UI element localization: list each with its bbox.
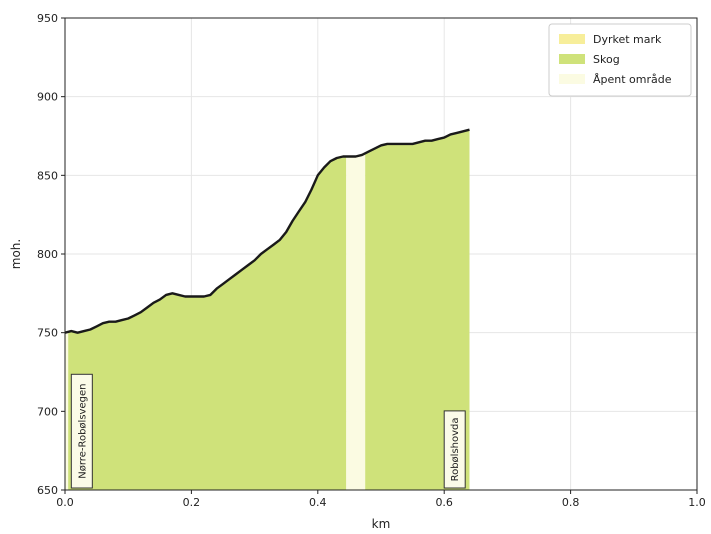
land-cover-area <box>68 156 347 490</box>
x-tick-label: 1.0 <box>688 496 706 509</box>
y-tick-label: 900 <box>37 91 58 104</box>
x-axis-label: km <box>372 517 391 531</box>
legend-swatch <box>559 54 585 64</box>
land-cover-area <box>65 331 69 490</box>
y-tick-label: 800 <box>37 248 58 261</box>
place-label: Nørre-Robølsvegen <box>70 373 93 489</box>
place-label-text: Nørre-Robølsvegen <box>77 384 88 479</box>
place-label-text: Robølshovda <box>450 417 461 481</box>
x-tick-label: 0.8 <box>562 496 580 509</box>
y-tick-label: 950 <box>37 12 58 25</box>
land-cover-area <box>365 129 470 490</box>
legend-swatch <box>559 74 585 84</box>
y-tick-label: 650 <box>37 484 58 497</box>
y-tick-label: 750 <box>37 327 58 340</box>
y-tick-label: 700 <box>37 405 58 418</box>
y-tick-label: 850 <box>37 169 58 182</box>
legend-label: Dyrket mark <box>593 33 662 46</box>
place-label-box <box>70 373 93 489</box>
legend-label: Åpent område <box>593 73 672 86</box>
legend-item: Åpent område <box>559 73 672 86</box>
elevation-line <box>64 128 470 334</box>
place-label-box <box>443 410 466 489</box>
x-tick-label: 0.6 <box>435 496 453 509</box>
x-tick-label: 0.2 <box>183 496 201 509</box>
land-cover-area <box>346 153 366 491</box>
legend-label: Skog <box>593 53 620 66</box>
legend-item: Dyrket mark <box>559 33 662 46</box>
place-labels: Nørre-Robølsvegen Robølshovda <box>70 373 466 489</box>
x-tick-label: 0.0 <box>56 496 74 509</box>
legend: Dyrket mark Skog Åpent område <box>548 23 692 97</box>
y-ticks: 650 700 750 800 850 900 950 <box>37 12 65 497</box>
place-label: Robølshovda <box>443 410 466 489</box>
x-tick-label: 0.4 <box>309 496 327 509</box>
y-axis-label: moh. <box>9 239 23 269</box>
x-ticks: 0.0 0.2 0.4 0.6 0.8 1.0 <box>56 490 706 509</box>
land-cover-areas <box>65 129 470 491</box>
legend-swatch <box>559 34 585 44</box>
legend-item: Skog <box>559 53 620 66</box>
